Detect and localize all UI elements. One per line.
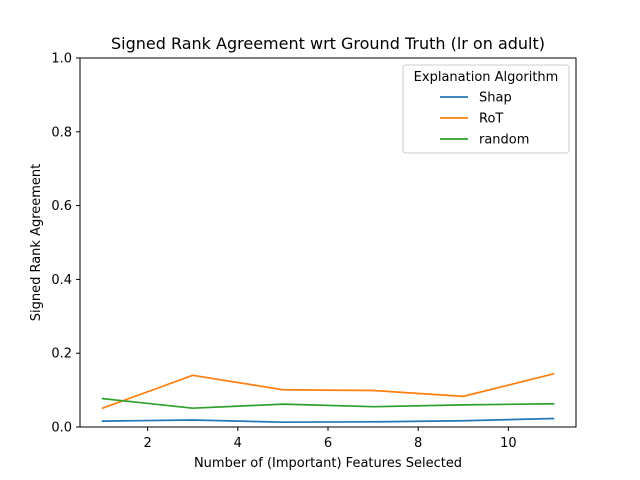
chart-title: Signed Rank Agreement wrt Ground Truth (…: [111, 34, 545, 53]
y-tick-label: 0.8: [51, 125, 72, 140]
y-tick-label: 0.0: [51, 421, 72, 436]
legend: Explanation Algorithm Shap RoT random: [402, 64, 570, 154]
x-tick-label: 2: [143, 436, 151, 451]
series-line-random: [101, 397, 555, 410]
plot-series: [101, 372, 555, 424]
series-line-rot: [101, 372, 555, 410]
y-tick-label: 0.2: [51, 347, 72, 362]
y-tick-label: 0.6: [51, 199, 72, 214]
y-tick-label: 1.0: [51, 52, 72, 67]
x-tick-label: 8: [414, 436, 422, 451]
y-axis-label: Signed Rank Agreement: [29, 164, 44, 322]
x-tick-label: 4: [234, 436, 242, 451]
legend-box: [402, 64, 570, 154]
x-tick-label: 6: [324, 436, 332, 451]
y-axis-ticks: 0.0 0.2 0.4 0.6 0.8 1.0: [51, 52, 80, 436]
x-axis-label: Number of (Important) Features Selected: [194, 456, 462, 471]
series-line-shap: [101, 417, 555, 424]
legend-label-shap: Shap: [479, 91, 512, 106]
legend-label-random: random: [479, 133, 529, 148]
legend-title: Explanation Algorithm: [414, 70, 559, 85]
legend-label-rot: RoT: [479, 112, 503, 127]
legend-entries: Shap RoT random: [440, 91, 529, 148]
y-tick-label: 0.4: [51, 273, 72, 288]
x-axis-ticks: 2 4 6 8 10: [143, 427, 517, 451]
x-tick-label: 10: [500, 436, 517, 451]
